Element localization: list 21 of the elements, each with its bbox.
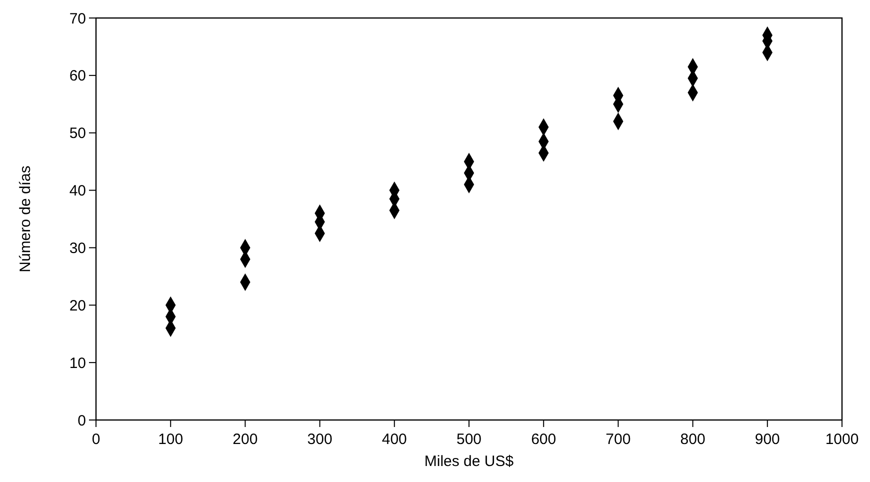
y-tick-label: 0 [78,412,86,430]
x-tick-label: 100 [158,431,184,448]
x-tick-label: 600 [531,431,556,448]
x-tick-label: 200 [232,431,258,448]
x-tick-label: 400 [382,431,407,448]
x-tick-label: 700 [606,431,631,448]
y-tick-label: 30 [69,240,86,257]
y-tick-label: 60 [69,68,86,85]
x-tick-label: 800 [680,431,706,448]
x-tick-label: 500 [456,431,482,448]
y-tick-label: 40 [69,182,86,200]
y-tick-label: 70 [69,10,86,28]
y-tick-label: 50 [69,125,86,142]
y-tick-label: 20 [69,297,86,314]
x-tick-label: 0 [92,431,100,448]
x-tick-label: 300 [307,431,332,448]
x-axis-title: Miles de US$ [424,453,514,470]
x-tick-label: 900 [754,431,780,448]
y-tick-label: 10 [69,354,86,372]
x-tick-label: 1000 [825,431,859,448]
y-axis-title: Número de días [17,166,34,272]
